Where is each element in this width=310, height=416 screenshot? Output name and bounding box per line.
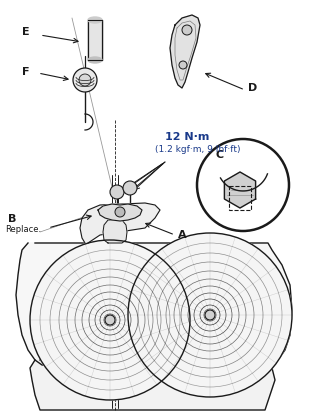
Circle shape — [115, 207, 125, 217]
Polygon shape — [103, 220, 127, 243]
Text: F: F — [22, 67, 29, 77]
Text: A: A — [178, 230, 187, 240]
Text: B: B — [8, 214, 16, 224]
Circle shape — [73, 68, 97, 92]
Bar — [88, 20, 102, 60]
Circle shape — [197, 139, 289, 231]
Circle shape — [110, 185, 124, 199]
Circle shape — [205, 310, 215, 320]
Text: (1.2 kgf·m, 9 lbf·ft): (1.2 kgf·m, 9 lbf·ft) — [155, 145, 241, 154]
Circle shape — [105, 315, 115, 325]
Text: D: D — [248, 83, 257, 93]
Circle shape — [182, 25, 192, 35]
Text: Replace.: Replace. — [5, 225, 41, 234]
Polygon shape — [224, 172, 255, 208]
Ellipse shape — [88, 57, 102, 63]
Text: C: C — [216, 150, 224, 160]
Ellipse shape — [88, 17, 102, 23]
Polygon shape — [16, 243, 292, 365]
Circle shape — [30, 240, 190, 400]
Circle shape — [179, 61, 187, 69]
Circle shape — [79, 74, 91, 86]
Polygon shape — [170, 15, 200, 88]
Text: 12 N·m: 12 N·m — [165, 132, 209, 142]
Bar — [229, 186, 251, 210]
Text: E: E — [22, 27, 30, 37]
Polygon shape — [30, 360, 275, 410]
Polygon shape — [80, 203, 160, 243]
Circle shape — [123, 181, 137, 195]
Polygon shape — [98, 204, 142, 221]
Circle shape — [128, 233, 292, 397]
